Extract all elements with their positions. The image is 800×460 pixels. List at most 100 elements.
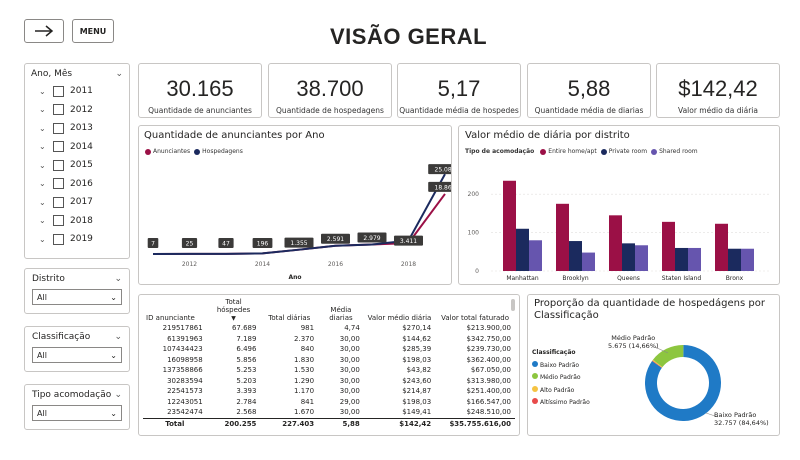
- checkbox[interactable]: [53, 196, 64, 208]
- kpi-value: 5,17: [437, 76, 481, 101]
- table-row[interactable]: 137358866 5.253 1.530 30,00 $43,82 $67.050,00: [143, 365, 515, 376]
- table-cell: 30,00: [339, 387, 360, 396]
- bar-entire-home-apt[interactable]: [609, 215, 622, 271]
- table-cell: $313.980,00: [466, 376, 511, 385]
- slicer-item-2016[interactable]: ⌄ 2016: [31, 175, 123, 194]
- bar-entire-home-apt[interactable]: [715, 223, 728, 271]
- back-button[interactable]: [24, 19, 64, 43]
- table-total-row: Total 200.255 227.403 5,88 $142,42 $35.755.61…: [143, 417, 515, 429]
- kpi-value: 38.700: [296, 76, 364, 101]
- checkbox[interactable]: [53, 233, 64, 245]
- bar-private-room[interactable]: [516, 228, 529, 271]
- table-cell: 981: [300, 324, 315, 333]
- chevron-icon[interactable]: ⌄: [39, 123, 46, 133]
- col-header[interactable]: Valor médio diária: [367, 314, 432, 322]
- table-cell: 219517861: [162, 324, 203, 333]
- kpi-value: 30.165: [166, 76, 234, 101]
- kpi-label: Valor médio da diária: [678, 106, 758, 115]
- table-cell: 7.189: [236, 334, 257, 343]
- tipo-acomodacao-dropdown[interactable]: All ⌄: [32, 405, 122, 421]
- legend-dot-navy: [194, 148, 201, 155]
- distrito-dropdown[interactable]: All ⌄: [32, 289, 122, 305]
- table-cell: 30283594: [167, 376, 203, 385]
- legend-title: Tipo de acomodação: [465, 148, 535, 155]
- checkbox[interactable]: [53, 159, 64, 171]
- menu-button[interactable]: MENU: [72, 19, 114, 43]
- legend-dot-blue: [532, 360, 538, 367]
- bar-private-room[interactable]: [728, 248, 741, 271]
- slicer-item-2017[interactable]: ⌄ 2017: [31, 193, 123, 212]
- table-row[interactable]: 61391963 7.189 2.370 30,00 $144,62 $342.750,0…: [143, 334, 515, 345]
- chevron-down-icon[interactable]: ⌄: [114, 274, 122, 284]
- bar-private-room[interactable]: [675, 247, 688, 271]
- table-row[interactable]: 23542474 2.568 1.670 30,00 $149,41 $248.510,0…: [143, 407, 515, 418]
- bar-private-room[interactable]: [622, 243, 635, 271]
- chevron-icon[interactable]: ⌄: [39, 142, 46, 152]
- col-header[interactable]: Média diarias: [329, 306, 353, 322]
- bar-shared-room[interactable]: [688, 247, 701, 271]
- checkbox[interactable]: [53, 141, 64, 153]
- chevron-down-icon[interactable]: ⌄: [115, 69, 123, 79]
- bar-shared-room[interactable]: [741, 248, 754, 271]
- slice-alt-ssimo-padr-o[interactable]: [652, 360, 663, 368]
- chevron-icon[interactable]: ⌄: [39, 216, 46, 226]
- table-cell: 30,00: [339, 408, 360, 417]
- col-header[interactable]: Valor total faturado: [441, 314, 510, 322]
- col-header[interactable]: Total hóspedes ▼: [207, 297, 261, 323]
- table-row[interactable]: 16098958 5.856 1.830 30,00 $198,03 $362.400,0…: [143, 355, 515, 366]
- classificacao-dropdown[interactable]: All ⌄: [32, 347, 122, 363]
- table-row[interactable]: 30283594 5.203 1.290 30,00 $243,60 $313.980,0…: [143, 376, 515, 387]
- checkbox[interactable]: [53, 122, 64, 134]
- checkbox[interactable]: [53, 215, 64, 227]
- slicer-item-label: 2018: [70, 215, 93, 226]
- table-cell: 5.253: [236, 366, 257, 375]
- legend-item: Médio Padrão: [532, 372, 590, 385]
- table-cell: 2.370: [294, 334, 315, 343]
- table-row[interactable]: 107434423 6.496 840 30,00 $285,39 $239.730,00: [143, 344, 515, 355]
- table-row[interactable]: 22541573 3.393 1.170 30,00 $214,87 $251.400,0…: [143, 386, 515, 397]
- slicer-item-2015[interactable]: ⌄ 2015: [31, 156, 123, 175]
- data-label-box: [321, 233, 350, 244]
- slice-baixo-padr-o[interactable]: [645, 345, 721, 421]
- col-header[interactable]: ID anunciante: [146, 314, 195, 322]
- chevron-icon[interactable]: ⌄: [39, 105, 46, 115]
- bar-entire-home-apt[interactable]: [503, 180, 516, 271]
- donut-chart: [645, 345, 721, 421]
- slicer-item-2019[interactable]: ⌄ 2019: [31, 230, 123, 249]
- checkbox[interactable]: [53, 85, 64, 97]
- bar-shared-room[interactable]: [635, 245, 648, 271]
- slicer-ano-mes: Ano, Mês ⌄ ⌄ 2011 ⌄ 2012 ⌄ 2013 ⌄ 2014 ⌄ 2015…: [24, 63, 130, 259]
- chevron-icon[interactable]: ⌄: [39, 234, 46, 244]
- table-row[interactable]: 219517861 67.689 981 4,74 $270,14 $213.900,00: [143, 323, 515, 334]
- table-row[interactable]: 12243051 2.784 841 29,00 $198,03 $166.547,00: [143, 397, 515, 408]
- kpi-label: Quantidade média de hospedes: [399, 106, 519, 115]
- bar-private-room[interactable]: [569, 241, 582, 271]
- slicer-item-2013[interactable]: ⌄ 2013: [31, 119, 123, 138]
- slicer-item-2014[interactable]: ⌄ 2014: [31, 138, 123, 157]
- chevron-icon[interactable]: ⌄: [39, 160, 46, 170]
- chevron-down-icon[interactable]: ⌄: [114, 390, 122, 400]
- slicer-item-2011[interactable]: ⌄ 2011: [31, 82, 123, 101]
- x-tick-label: 2018: [401, 261, 416, 268]
- chevron-icon[interactable]: ⌄: [39, 197, 46, 207]
- bar-entire-home-apt[interactable]: [662, 221, 675, 271]
- bar-shared-room[interactable]: [529, 240, 542, 271]
- y-tick-label: 0: [475, 268, 479, 275]
- checkbox[interactable]: [53, 178, 64, 190]
- col-header[interactable]: Total diárias: [268, 314, 311, 322]
- slice-alto-padr-o[interactable]: [652, 359, 663, 368]
- slice-m-dio-padr-o[interactable]: [652, 345, 684, 368]
- col-header-label: Total hóspedes: [216, 298, 251, 314]
- slicer-item-2012[interactable]: ⌄ 2012: [31, 101, 123, 120]
- data-label: 47: [222, 241, 230, 248]
- chevron-icon[interactable]: ⌄: [39, 86, 46, 96]
- line-chart-card: Quantidade de anunciantes por Ano Anunci…: [138, 125, 452, 285]
- kpi-value: 5,88: [567, 76, 611, 101]
- table-scrollbar[interactable]: [511, 299, 515, 311]
- bar-shared-room[interactable]: [582, 252, 595, 271]
- chevron-icon[interactable]: ⌄: [39, 179, 46, 189]
- slicer-item-2018[interactable]: ⌄ 2018: [31, 212, 123, 231]
- chevron-down-icon[interactable]: ⌄: [114, 332, 122, 342]
- checkbox[interactable]: [53, 104, 64, 116]
- bar-entire-home-apt[interactable]: [556, 203, 569, 271]
